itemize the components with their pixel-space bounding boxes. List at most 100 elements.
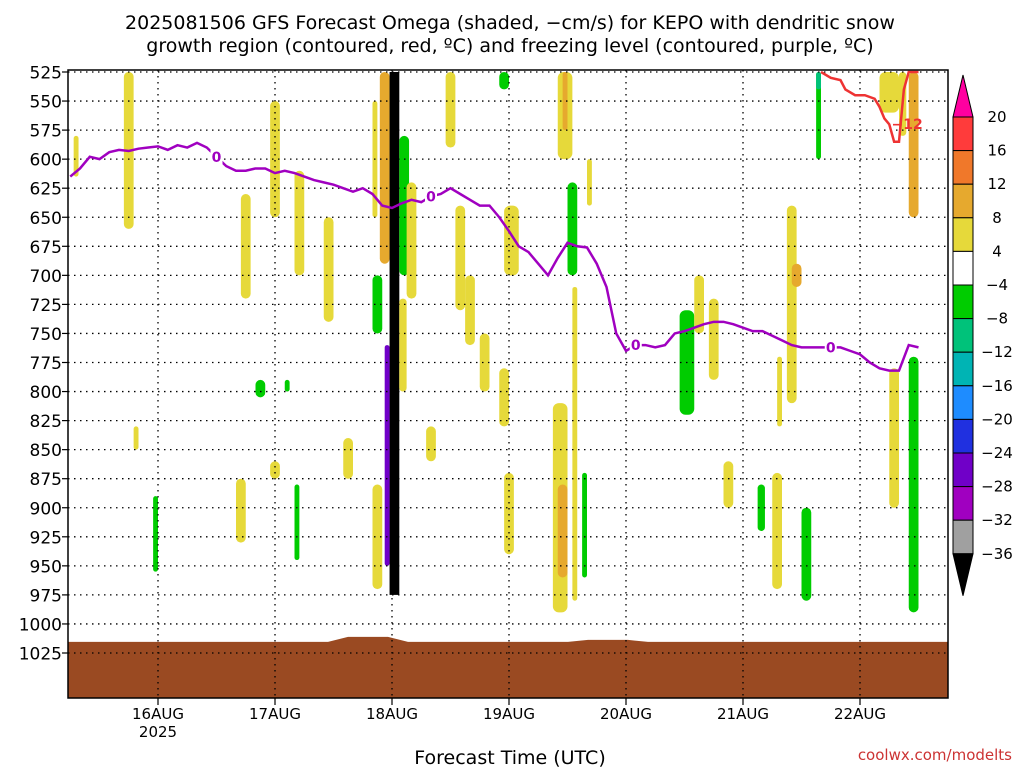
omega-cell <box>399 298 407 392</box>
omega-cell <box>343 438 353 479</box>
omega-cell <box>372 275 383 334</box>
y-tick-label: 600 <box>30 151 62 171</box>
omega-cell <box>499 72 509 90</box>
colorbar-label: −28 <box>981 478 1013 496</box>
y-tick-label: 850 <box>30 441 62 461</box>
y-tick-label: 950 <box>30 557 62 577</box>
x-tick-label: 16AUG <box>132 705 184 723</box>
y-tick-label: 725 <box>30 296 62 316</box>
colorbar-label: −36 <box>981 545 1013 563</box>
omega-cell <box>445 72 456 148</box>
colorbar-segment <box>952 418 974 454</box>
colorbar-segment <box>952 385 974 420</box>
y-tick-label: 1025 <box>19 645 62 665</box>
omega-cell <box>879 72 899 113</box>
plot-frame <box>67 69 949 699</box>
omega-cell <box>240 194 251 299</box>
colorbar-segment <box>952 183 974 219</box>
y-tick-label: 650 <box>30 209 62 229</box>
colorbar-segment <box>952 116 974 152</box>
omega-cell <box>294 170 305 276</box>
omega-shading <box>73 72 919 613</box>
x-tick-label: 21AUG <box>717 705 769 723</box>
y-tick-label: 900 <box>30 499 62 519</box>
colorbar-label: −8 <box>986 310 1008 328</box>
omega-cell <box>582 472 587 578</box>
chart-subtitle: growth region (contoured, red, ºC) and f… <box>146 35 873 57</box>
x-tick-label: 19AUG <box>483 705 535 723</box>
freezing-label: 0 <box>212 150 222 166</box>
x-axis: 16AUG 17AUG 18AUG 19AUG 20AUG 21AUG 22AUG <box>132 698 886 723</box>
freezing-label-bg <box>824 339 837 356</box>
x-tick-label: 17AUG <box>249 705 301 723</box>
y-tick-label: 675 <box>30 238 62 258</box>
colorbar-label: 12 <box>987 175 1006 193</box>
colorbar-label: −20 <box>981 410 1013 428</box>
freezing-label: 0 <box>826 340 836 356</box>
omega-cell <box>791 263 802 287</box>
omega-cell <box>908 72 919 218</box>
y-tick-label: 800 <box>30 383 62 403</box>
x-tick-label: 20AUG <box>600 705 652 723</box>
y-tick-label: 575 <box>30 122 62 142</box>
omega-cell <box>801 507 812 601</box>
y-tick-label: 925 <box>30 528 62 548</box>
colorbar-segment <box>952 351 974 387</box>
omega-cell <box>284 379 290 392</box>
colorbar-label: −4 <box>986 276 1008 294</box>
y-tick-label: 1000 <box>19 615 62 635</box>
colorbar-segment <box>952 284 974 320</box>
chart-title: 2025081506 GFS Forecast Omega (shaded, −… <box>125 12 895 34</box>
colorbar-label: −12 <box>981 343 1013 361</box>
colorbar-label: 4 <box>992 242 1002 260</box>
colorbar-segment <box>952 217 974 252</box>
omega-cell <box>323 217 334 322</box>
y-tick-label: 625 <box>30 180 62 200</box>
omega-cell <box>270 461 280 479</box>
omega-cell <box>816 72 821 90</box>
omega-cell <box>708 298 719 380</box>
y-tick-label: 525 <box>30 64 62 84</box>
omega-cell <box>426 426 436 462</box>
colorbar-label: −32 <box>981 511 1013 529</box>
y-tick-label: 875 <box>30 470 62 490</box>
omega-cell <box>384 345 390 566</box>
colorbar-label: 8 <box>992 209 1002 227</box>
omega-cell <box>889 368 899 508</box>
omega-cell <box>816 72 821 160</box>
y-tick-label: 975 <box>30 586 62 606</box>
omega-cell <box>372 484 383 590</box>
terrain-surface <box>68 636 948 698</box>
y-tick-label: 550 <box>30 93 62 113</box>
colorbar-label: −24 <box>981 444 1013 462</box>
omega-cell <box>455 205 466 311</box>
colorbar-segment <box>952 452 974 488</box>
colorbar-label: 20 <box>987 108 1006 126</box>
omega-cell <box>567 182 578 276</box>
freezing-label: 0 <box>426 189 436 205</box>
omega-cell <box>572 286 578 601</box>
x-tick-label: 18AUG <box>366 705 418 723</box>
dgz-contour-line <box>820 70 919 143</box>
omega-cell <box>479 333 490 392</box>
omega-cell <box>389 72 400 595</box>
grid-lines <box>68 70 948 698</box>
colorbar-segment <box>952 486 974 521</box>
colorbar-segment <box>952 150 974 185</box>
omega-cell <box>465 275 475 346</box>
colorbar-arrow-bottom <box>952 553 974 596</box>
omega-cell <box>499 368 509 427</box>
omega-cell <box>908 356 919 613</box>
colorbar-label: −16 <box>981 377 1013 395</box>
omega-cell <box>406 182 417 299</box>
omega-cell <box>757 484 765 531</box>
omega-cell <box>504 205 519 276</box>
freezing-label-bg <box>425 188 437 205</box>
colorbar-label: 16 <box>987 142 1006 160</box>
omega-cell <box>379 72 390 264</box>
omega-cell <box>777 356 782 427</box>
omega-cell <box>153 496 158 572</box>
watermark: coolwx.com/modelts <box>858 746 1012 764</box>
dgz-contour-label: −12 <box>892 117 923 133</box>
